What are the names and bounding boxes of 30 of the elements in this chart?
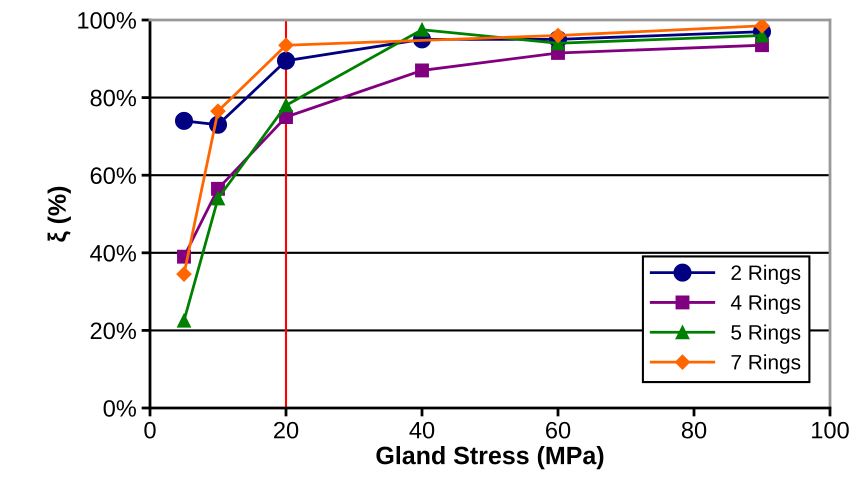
point [174,112,194,130]
legend-label: 7 Rings [731,354,800,374]
y-tick-label: 20% [90,322,136,340]
legend-label: 2 Rings [731,264,800,284]
point [754,20,770,34]
x-axis-title: Gland Stress (MPa) [376,446,604,470]
point [415,63,429,78]
x-tick-label: 20 [274,422,298,439]
y-tick-label: 100% [78,12,136,29]
y-tick-label: 40% [90,244,136,262]
x-tick-label: 80 [682,422,706,439]
x-tick-label: 60 [546,422,570,439]
point [211,192,225,206]
y-axis-title: ξ (%) [48,186,71,242]
point [176,266,192,282]
point [210,104,226,119]
legend-label: 5 Rings [731,324,800,344]
point [415,22,429,37]
point [276,52,296,70]
y-tick-label: 80% [90,90,136,106]
x-tick-label: 0 [144,422,156,439]
point [177,314,191,328]
point [278,38,294,53]
x-tick-label: 40 [409,422,434,439]
x-tick-label: 100 [812,422,849,439]
y-tick-label: 0% [104,400,136,417]
point [550,28,566,44]
point [279,98,293,112]
y-tick-label: 60% [90,167,136,184]
legend-label: 4 Rings [730,294,800,314]
